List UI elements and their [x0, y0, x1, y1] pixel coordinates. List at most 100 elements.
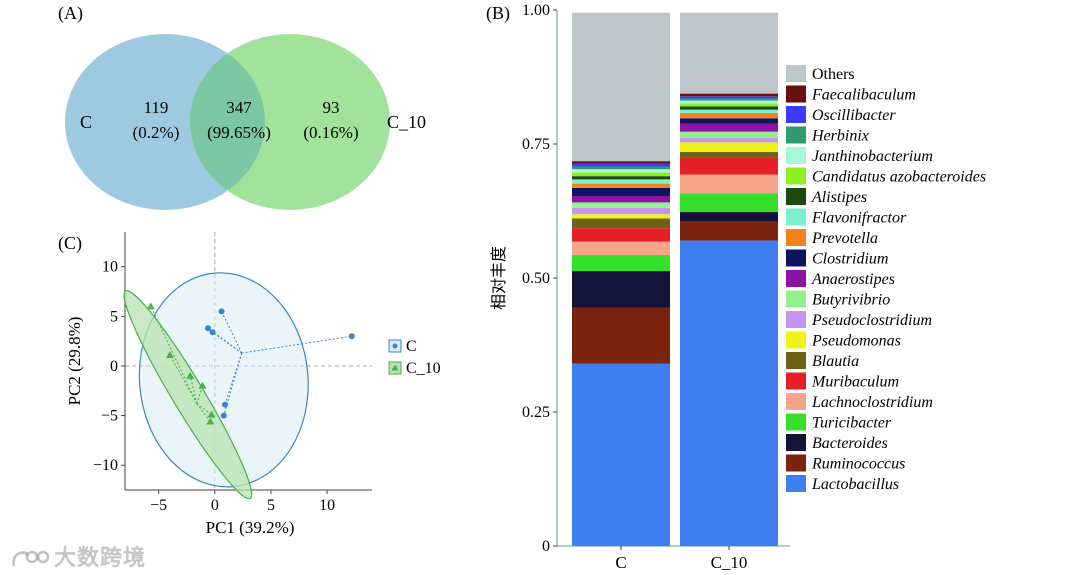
pca-point-c: [205, 325, 212, 332]
pca-x-axis-label: PC1 (39.2%): [206, 518, 295, 537]
pca-x-tick-label: −5: [150, 497, 167, 514]
bar-segment-ruminococcus: [680, 221, 778, 241]
pca-legend-label-c-10: C_10: [406, 360, 441, 377]
bar-segment-others: [680, 12, 778, 94]
pca-panel: (C) −5 0 5 10 −10 −5 0 5 10 PC1 (39.2%) PC2 (29.…: [58, 232, 441, 537]
bar-segment-turicibacter: [680, 193, 778, 213]
bar-y-tick-label: 0.50: [522, 270, 550, 287]
pca-point-c: [220, 412, 227, 419]
pca-x-tick-label: 10: [319, 497, 335, 514]
bar-segment-blautia: [572, 218, 670, 229]
bar-segment-butyrivibrio: [572, 202, 670, 208]
bar-legend-swatch-lactobacillus: [786, 475, 806, 492]
venn-c-unique-pct: (0.2%): [133, 123, 180, 142]
panel-b-label: (B): [486, 3, 510, 24]
bar-segment-prevotella: [572, 183, 670, 188]
pca-point-c-10: [186, 371, 195, 379]
bar-legend-swatch-muribaculum: [786, 372, 806, 390]
bar-legend-label-candidatus-azobacteroides: Candidatus azobacteroides: [812, 169, 986, 186]
bar-legend-swatch-faecalibaculum: [786, 85, 806, 103]
bar-y-tick-label: 0.75: [522, 136, 550, 153]
venn-c10-unique-pct: (0.16%): [303, 123, 358, 142]
bar-segment-flavonifractor: [572, 179, 670, 184]
pca-spider-line-c: [212, 331, 243, 354]
bar-legend-swatch-alistipes: [786, 188, 806, 205]
pca-spider-line-c-10: [196, 385, 203, 404]
bar-x-tick-label: C: [615, 553, 626, 572]
bar-plot-area: 0 0.25 0.50 0.75 1.00 C C_10: [522, 2, 790, 572]
pca-y-tick-label: 0: [110, 358, 118, 375]
bar-legend-label-butyrivibrio: Butyrivibrio: [812, 292, 890, 309]
bar-segment-bacteroides: [572, 271, 670, 308]
bar-legend-swatch-bacteroides: [786, 434, 806, 451]
bar-segment-pseudoclostridium: [680, 138, 778, 143]
venn-set-c10-label: C_10: [387, 112, 426, 132]
bar-segment-herbinix: [572, 166, 670, 170]
bar-legend-label-herbinix: Herbinix: [811, 128, 869, 145]
pca-legend: C C_10: [388, 338, 441, 377]
bar-legend-label-bacteroides: Bacteroides: [812, 435, 888, 452]
bar-x-tick-label: C_10: [711, 553, 748, 572]
pca-y-tick-label: −10: [93, 457, 118, 474]
pca-legend-marker-c: [392, 343, 398, 349]
bar-segment-prevotella: [680, 112, 778, 119]
bar-segment-lactobacillus: [680, 240, 778, 547]
bar-legend-label-oscillibacter: Oscillibacter: [812, 107, 896, 124]
venn-panel: (A) C C_10 119 (0.2%) 347 (99.65%) 93 (0…: [58, 3, 426, 210]
bar-segment-ruminococcus: [572, 307, 670, 364]
bar-segment-blautia: [680, 152, 778, 158]
panel-a-label: (A): [58, 3, 83, 24]
bar-segment-pseudomonas: [680, 142, 778, 153]
pca-x-tick-label: 5: [267, 497, 275, 514]
venn-overlap-count: 347: [226, 98, 252, 117]
bar-legend-label-janthinobacterium: Janthinobacterium: [812, 148, 933, 165]
pca-y-tick-label: −5: [101, 408, 118, 425]
panel-c-label: (C): [58, 233, 82, 254]
bar-legend-swatch-flavonifractor: [786, 208, 806, 226]
bar-segment-bacteroides: [680, 212, 778, 222]
bar-legend-label-turicibacter: Turicibacter: [812, 415, 892, 432]
bar-segment-oscillibacter: [680, 96, 778, 99]
pca-point-c: [221, 401, 228, 408]
pca-point-c: [348, 333, 355, 340]
bar-segment-candidatus-azobacteroides: [680, 103, 778, 107]
bar-legend-label-clostridium: Clostridium: [812, 251, 888, 268]
bar-segment-faecalibaculum: [680, 93, 778, 97]
bar-legend-swatch-blautia: [786, 352, 806, 369]
bar-segment-muribaculum: [680, 157, 778, 175]
bar-legend-label-alistipes: Alistipes: [811, 189, 867, 206]
pca-plot-area: −5 0 5 10 −10 −5 0 5 10: [93, 232, 372, 514]
bar-segment-anaerostipes: [680, 123, 778, 132]
pca-spider-line-c-10: [169, 354, 198, 404]
pca-point-c: [218, 308, 225, 315]
bar-segment-pseudoclostridium: [572, 207, 670, 215]
venn-overlap: [190, 54, 265, 190]
venn-c10-unique-count: 93: [323, 98, 340, 117]
bar-legend-label-pseudoclostridium: Pseudoclostridium: [811, 312, 932, 329]
watermark-text: 大数跨境: [54, 546, 147, 571]
bar-y-tick-label: 0: [542, 538, 550, 555]
watermark: 大数跨境: [10, 540, 146, 572]
pca-y-axis-label: PC2 (29.8%): [65, 317, 84, 406]
bar-segment-turicibacter: [572, 254, 670, 272]
bar-segment-lactobacillus: [572, 363, 670, 546]
bar-segment-pseudomonas: [572, 214, 670, 219]
bar-legend-swatch-prevotella: [786, 229, 806, 246]
pca-legend-label-c: C: [406, 338, 417, 355]
bar-legend-swatch-pseudoclostridium: [786, 311, 806, 328]
pca-point-c-10: [207, 410, 216, 418]
pca-spider-line-c-10: [150, 306, 198, 404]
bar-legend-swatch-janthinobacterium: [786, 147, 806, 164]
bar-segment-anaerostipes: [572, 195, 670, 203]
bar-legend-label-anaerostipes: Anaerostipes: [811, 271, 895, 288]
pca-point-c-10: [206, 417, 215, 425]
venn-c-unique-count: 119: [144, 98, 169, 117]
bar-segment-alistipes: [680, 106, 778, 110]
bar-legend-swatch-ruminococcus: [786, 454, 806, 472]
pca-y-tick-label: 5: [110, 308, 118, 325]
bar-segment-herbinix: [680, 98, 778, 101]
bar-legend-label-faecalibaculum: Faecalibaculum: [811, 87, 916, 104]
pca-point-c-10: [198, 381, 207, 389]
bar-legend-swatch-oscillibacter: [786, 106, 806, 123]
bar-y-tick-label: 1.00: [522, 2, 550, 19]
